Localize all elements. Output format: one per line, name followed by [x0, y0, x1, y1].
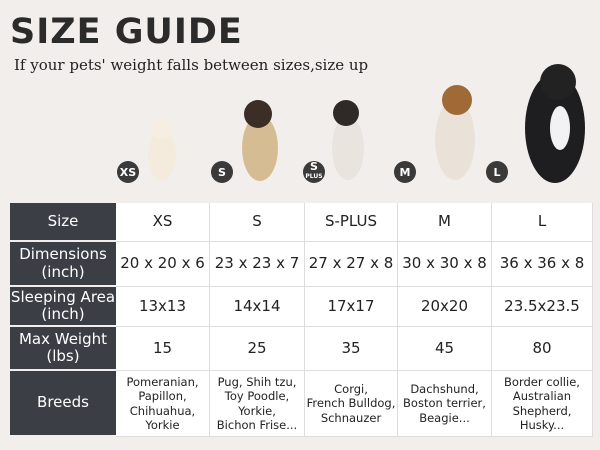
- badge: [486, 161, 508, 183]
- cell-text: Toy Poodle,: [224, 389, 290, 404]
- dogs: [148, 64, 585, 183]
- cell-text: Schnauzer: [320, 410, 382, 425]
- header-cell: S: [210, 203, 305, 242]
- badge: [394, 161, 416, 183]
- row-label: Max Weight (lbs): [10, 327, 116, 371]
- badge-label: L: [493, 166, 500, 179]
- cell-text: Yorkie,: [238, 403, 276, 418]
- row-label: Size: [10, 203, 116, 242]
- table-cell: 27 x 27 x 8: [305, 242, 398, 287]
- cell-text: 30 x 30 x 8: [402, 254, 487, 273]
- badge-label: S: [310, 160, 318, 173]
- cell-text: S-PLUS: [324, 212, 378, 231]
- table-cell: 35: [305, 327, 398, 371]
- cell-text: French Bulldog,: [306, 396, 396, 411]
- cell-text: Border collie,: [504, 374, 580, 389]
- cell-text: Dimensions: [19, 245, 107, 264]
- cell-text: (inch): [41, 305, 85, 323]
- table-cell: 23.5x23.5: [492, 287, 593, 327]
- dog-m: [435, 85, 475, 180]
- badge-label: PLUS: [305, 173, 322, 180]
- dog-l: [525, 64, 585, 183]
- header-cell: L: [492, 203, 593, 242]
- badge: [303, 161, 325, 183]
- cell-text: (lbs): [46, 347, 80, 365]
- cell-text: M: [438, 212, 451, 231]
- cell-text: 80: [532, 338, 552, 357]
- cell-text: 20 x 20 x 6: [120, 254, 205, 273]
- cell-text: Bichon Frise...: [216, 417, 298, 432]
- cell-text: Corgi,: [334, 381, 368, 396]
- cell-text: XS: [152, 212, 173, 231]
- row-label: Dimensions (inch): [10, 242, 116, 287]
- cell-text: Max Weight: [18, 329, 108, 348]
- cell-text: Boston terrier,: [403, 396, 486, 411]
- cell-text: Shepherd,: [512, 403, 572, 418]
- row-label: Sleeping Area (inch): [10, 287, 116, 327]
- cell-text: 27 x 27 x 8: [308, 254, 394, 273]
- badge: [117, 161, 139, 183]
- table-cell: 23 x 23 x 7: [210, 242, 305, 287]
- cell-text: 15: [152, 338, 173, 357]
- cell-text: Beagie...: [419, 410, 470, 425]
- table-cell: Dachshund, Boston terrier, Beagie...: [398, 371, 492, 437]
- table-cell: Corgi, French Bulldog, Schnauzer: [305, 371, 398, 437]
- cell-text: 25: [247, 338, 267, 357]
- dog-splus: [332, 100, 364, 180]
- table-cell: Pomeranian, Papillon, Chihuahua, Yorkie: [116, 371, 210, 437]
- badge-label: S: [218, 166, 226, 179]
- subtitle: If your pets' weight falls between sizes…: [14, 56, 369, 74]
- table-cell: 20x20: [398, 287, 492, 327]
- badge-label: M: [400, 166, 411, 179]
- table-cell: 14x14: [210, 287, 305, 327]
- cell-text: Pomeranian,: [126, 374, 199, 389]
- cell-text: S: [252, 212, 262, 231]
- cell-text: Chihuahua,: [129, 403, 196, 418]
- cell-text: (inch): [41, 262, 85, 281]
- cell-text: Papillon,: [138, 389, 187, 404]
- table-cell: 36 x 36 x 8: [492, 242, 593, 287]
- cell-text: Breeds: [37, 393, 89, 412]
- table-cell: Pug, Shih tzu, Toy Poodle, Yorkie, Bichon F…: [210, 371, 305, 437]
- cell-text: 36 x 36 x 8: [499, 254, 585, 273]
- dog-xs: [148, 117, 176, 180]
- dog-s: [242, 100, 278, 181]
- table-cell: 13x13: [116, 287, 210, 327]
- badge: [211, 161, 233, 183]
- cell-text: Yorkie: [145, 417, 180, 432]
- title: SIZE GUIDE: [10, 12, 243, 52]
- row-label: Breeds: [10, 371, 116, 437]
- cell-text: 23.5x23.5: [504, 296, 580, 315]
- cell-text: Pug, Shih tzu,: [217, 374, 297, 389]
- cell-text: 45: [434, 338, 455, 357]
- table-cell: 25: [210, 327, 305, 371]
- table-cell: 30 x 30 x 8: [398, 242, 492, 287]
- table-cell: 17x17: [305, 287, 398, 327]
- header-cell: S-PLUS: [305, 203, 398, 242]
- cell-text: L: [537, 212, 547, 231]
- cell-text: 23 x 23 x 7: [214, 254, 300, 273]
- cell-text: 13x13: [138, 296, 187, 315]
- table-cell: 15: [116, 327, 210, 371]
- cell-text: 17x17: [327, 296, 375, 315]
- cell-text: Australian: [512, 389, 572, 404]
- header-cell: XS: [116, 203, 210, 242]
- cell-text: Sleeping Area: [10, 287, 116, 306]
- cell-text: 20x20: [420, 296, 469, 315]
- cell-text: Dachshund,: [410, 381, 479, 396]
- header-cell: M: [398, 203, 492, 242]
- table-cell: Border collie, Australian Shepherd, Husky..…: [492, 371, 593, 437]
- badge-label: XS: [120, 166, 136, 179]
- cell-text: 35: [341, 338, 361, 357]
- cell-text: Size: [47, 211, 79, 230]
- cell-text: Husky...: [519, 417, 565, 432]
- cell-text: 14x14: [233, 296, 281, 315]
- table-cell: 20 x 20 x 6: [116, 242, 210, 287]
- table-cell: 80: [492, 327, 593, 371]
- table-cell: 45: [398, 327, 492, 371]
